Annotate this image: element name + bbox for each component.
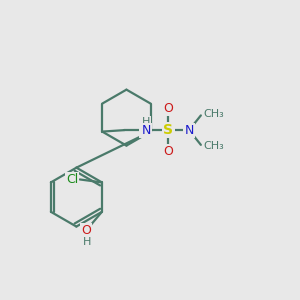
Text: O: O [81,224,91,238]
Text: H: H [142,117,151,127]
Text: S: S [164,123,173,137]
Text: N: N [142,124,151,136]
Text: O: O [164,102,173,116]
Text: CH₃: CH₃ [204,109,225,119]
Text: N: N [184,124,194,136]
Text: O: O [164,145,173,158]
Text: H: H [83,237,92,247]
Text: N: N [140,124,149,136]
Text: CH₃: CH₃ [204,141,225,151]
Text: Cl: Cl [66,173,78,186]
